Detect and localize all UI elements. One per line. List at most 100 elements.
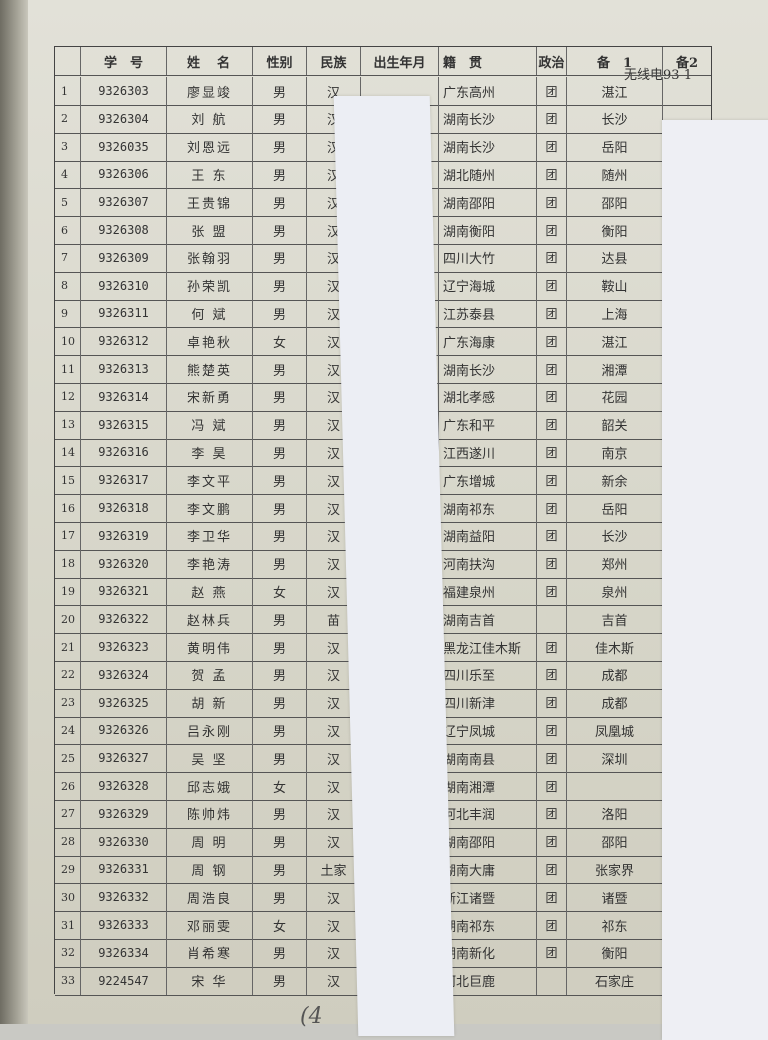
student-name-cell: 张翰羽 xyxy=(167,243,253,272)
native-place-cell: 湖北孝感 xyxy=(439,382,537,411)
gender-cell: 男 xyxy=(253,271,307,300)
native-place-cell: 湖南长沙 xyxy=(439,355,537,383)
gender-cell: 男 xyxy=(253,160,307,189)
native-place-cell: 河北丰润 xyxy=(439,799,537,828)
native-place-cell: 湖北随州 xyxy=(439,160,537,189)
row-number-cell: 17 xyxy=(55,521,81,550)
native-place-cell: 湖南湘潭 xyxy=(439,772,537,800)
student-name-cell: 李文平 xyxy=(167,466,253,495)
student-name-cell: 周 钢 xyxy=(167,855,253,884)
note-1-cell xyxy=(567,772,663,800)
birth-date-cell xyxy=(361,271,439,300)
political-status-cell: 团 xyxy=(537,466,567,495)
student-name-cell: 张 盟 xyxy=(167,216,253,244)
student-id-cell: 9326317 xyxy=(81,466,167,495)
student-id-cell: 9326307 xyxy=(81,188,167,217)
row-number-cell: 20 xyxy=(55,605,81,634)
political-status-cell xyxy=(537,605,567,634)
row-number-cell: 7 xyxy=(55,243,81,272)
student-name-cell: 吴 坚 xyxy=(167,744,253,773)
gender-cell: 男 xyxy=(253,660,307,689)
political-status-cell: 团 xyxy=(537,299,567,328)
student-name-cell: 贺 孟 xyxy=(167,660,253,689)
student-name-cell: 赵林兵 xyxy=(167,605,253,634)
gender-cell: 男 xyxy=(253,605,307,634)
birth-date-cell xyxy=(361,77,439,105)
native-place-cell: 浙江诸暨 xyxy=(439,883,537,912)
note-1-cell: 鞍山 xyxy=(567,271,663,300)
student-id-cell: 9326318 xyxy=(81,494,167,522)
student-id-cell: 9326315 xyxy=(81,410,167,439)
student-id-cell: 9326311 xyxy=(81,299,167,328)
student-id-cell: 9326314 xyxy=(81,382,167,411)
gender-cell: 女 xyxy=(253,911,307,939)
native-place-cell: 湖南益阳 xyxy=(439,521,537,550)
note-1-cell: 邵阳 xyxy=(567,188,663,217)
gender-cell: 男 xyxy=(253,188,307,217)
political-status-cell: 团 xyxy=(537,410,567,439)
gender-cell: 男 xyxy=(253,355,307,383)
student-id-header: 学 号 xyxy=(81,47,167,75)
native-place-cell: 河北巨鹿 xyxy=(439,966,537,995)
political-status-cell: 团 xyxy=(537,772,567,800)
birth-date-cell xyxy=(361,243,439,272)
student-id-cell: 9326323 xyxy=(81,633,167,661)
note-1-cell: 洛阳 xyxy=(567,799,663,828)
row-number-cell: 33 xyxy=(55,966,81,995)
row-number-cell: 8 xyxy=(55,271,81,300)
birth-date-cell xyxy=(361,160,439,189)
gender-cell: 男 xyxy=(253,688,307,717)
student-name-cell: 刘 航 xyxy=(167,104,253,133)
note-1-cell: 石家庄 xyxy=(567,966,663,995)
student-name-cell: 廖显竣 xyxy=(167,77,253,105)
handwritten-page-mark: (4 xyxy=(300,1004,323,1029)
row-number-cell: 28 xyxy=(55,827,81,856)
note-1-cell: 深圳 xyxy=(567,744,663,773)
note-1-cell: 祁东 xyxy=(567,911,663,939)
political-status-cell: 团 xyxy=(537,549,567,578)
native-place-cell: 湖南邵阳 xyxy=(439,827,537,856)
political-status-cell: 团 xyxy=(537,883,567,912)
row-number-cell: 13 xyxy=(55,410,81,439)
student-name-cell: 熊楚英 xyxy=(167,355,253,383)
student-id-cell: 9326325 xyxy=(81,688,167,717)
student-id-cell: 9326321 xyxy=(81,577,167,606)
note-2-header: 备2 xyxy=(675,55,699,71)
row-number-cell: 6 xyxy=(55,216,81,244)
student-id-cell: 9326322 xyxy=(81,605,167,634)
gender-cell: 男 xyxy=(253,855,307,884)
native-place-cell: 黑龙江佳木斯 xyxy=(439,633,537,661)
student-name-cell: 王贵锦 xyxy=(167,188,253,217)
note-1-cell: 泉州 xyxy=(567,577,663,606)
native-place-cell: 四川乐至 xyxy=(439,660,537,689)
student-id-cell: 9326303 xyxy=(81,77,167,105)
student-name-cell: 卓艳秋 xyxy=(167,327,253,356)
row-number-cell: 1 xyxy=(55,77,81,105)
native-place-cell: 广东增城 xyxy=(439,466,537,495)
ethnicity-cell: 汉 xyxy=(307,911,361,939)
gender-cell: 男 xyxy=(253,466,307,495)
birth-date-header: 出生年月 xyxy=(361,47,439,75)
note-1-cell: 成都 xyxy=(567,688,663,717)
political-status-cell: 团 xyxy=(537,799,567,828)
gender-cell: 男 xyxy=(253,827,307,856)
birth-date-cell xyxy=(361,355,439,383)
political-status-cell: 团 xyxy=(537,188,567,217)
student-id-cell: 9326328 xyxy=(81,772,167,800)
gender-cell: 男 xyxy=(253,299,307,328)
birth-date-cell xyxy=(361,104,439,133)
student-id-cell: 9326035 xyxy=(81,132,167,161)
row-number-cell: 10 xyxy=(55,327,81,356)
native-place-cell: 湖南南县 xyxy=(439,744,537,773)
student-id-cell: 9326306 xyxy=(81,160,167,189)
note-1-cell: 新余 xyxy=(567,466,663,495)
student-id-cell: 9326309 xyxy=(81,243,167,272)
native-place-cell: 湖南祁东 xyxy=(439,911,537,939)
note-1-cell: 韶关 xyxy=(567,410,663,439)
native-place-cell: 四川新津 xyxy=(439,688,537,717)
student-name-cell: 邱志娥 xyxy=(167,772,253,800)
gender-cell: 男 xyxy=(253,744,307,773)
student-name-cell: 王 东 xyxy=(167,160,253,189)
student-id-cell: 9326320 xyxy=(81,549,167,578)
note-1-cell: 花园 xyxy=(567,382,663,411)
